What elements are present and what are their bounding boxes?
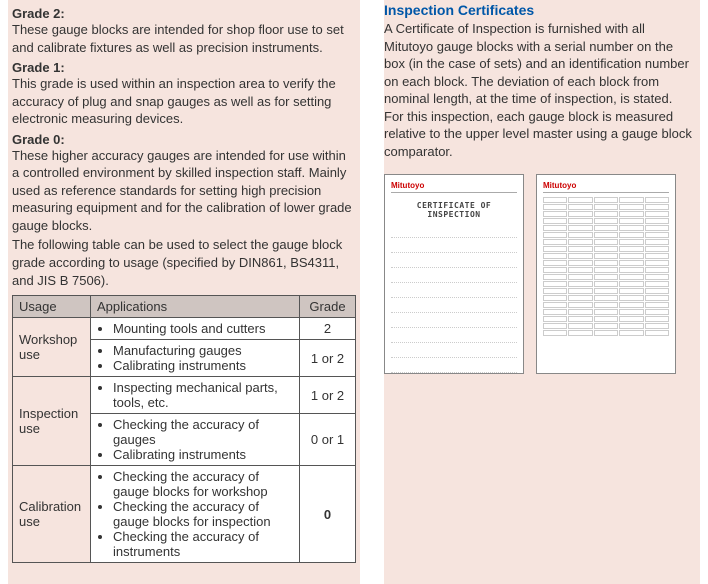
grade-cell: 0: [300, 466, 356, 563]
table-row: Inspection use Inspecting mechanical par…: [13, 377, 356, 414]
table-row: Calibration use Checking the accuracy of…: [13, 466, 356, 563]
apps-cell: Mounting tools and cutters: [91, 318, 300, 340]
certificate-data-table: [543, 197, 669, 367]
app-item: Checking the accuracy of gauges: [113, 417, 293, 447]
certificate-thumbnails: Mitutoyo CERTIFICATE OF INSPECTION Mitut…: [384, 174, 692, 374]
th-usage: Usage: [13, 296, 91, 318]
usage-workshop: Workshop use: [13, 318, 91, 377]
apps-cell: Checking the accuracy of gauges Calibrat…: [91, 414, 300, 466]
grade-cell: 0 or 1: [300, 414, 356, 466]
certificate-body-lines: [391, 229, 517, 379]
mitutoyo-logo: Mitutoyo: [391, 181, 517, 193]
grade2-heading: Grade 2:: [12, 6, 356, 21]
app-item: Inspecting mechanical parts, tools, etc.: [113, 380, 293, 410]
grade-cell: 1 or 2: [300, 377, 356, 414]
inspection-cert-text: A Certificate of Inspection is furnished…: [384, 20, 692, 160]
usage-calibration: Calibration use: [13, 466, 91, 563]
grade0-heading: Grade 0:: [12, 132, 356, 147]
app-item: Checking the accuracy of instruments: [113, 529, 293, 559]
app-item: Checking the accuracy of gauge blocks fo…: [113, 499, 293, 529]
apps-cell: Inspecting mechanical parts, tools, etc.: [91, 377, 300, 414]
app-item: Manufacturing gauges: [113, 343, 293, 358]
grade1-heading: Grade 1:: [12, 60, 356, 75]
table-row: Workshop use Mounting tools and cutters …: [13, 318, 356, 340]
certificate-title: CERTIFICATE OF INSPECTION: [391, 201, 517, 219]
th-grade: Grade: [300, 296, 356, 318]
grade-cell: 2: [300, 318, 356, 340]
grade2-text: These gauge blocks are intended for shop…: [12, 21, 356, 56]
app-item: Calibrating instruments: [113, 447, 293, 462]
certificate-data-sheet-thumb: Mitutoyo: [536, 174, 676, 374]
inspection-cert-heading: Inspection Certificates: [384, 2, 692, 18]
certificate-of-inspection-thumb: Mitutoyo CERTIFICATE OF INSPECTION: [384, 174, 524, 374]
grade1-text: This grade is used within an inspection …: [12, 75, 356, 128]
usage-table: Usage Applications Grade Workshop use Mo…: [12, 295, 356, 563]
th-applications: Applications: [91, 296, 300, 318]
table-intro: The following table can be used to selec…: [12, 236, 356, 289]
apps-cell: Manufacturing gauges Calibrating instrum…: [91, 340, 300, 377]
grade-cell: 1 or 2: [300, 340, 356, 377]
left-column: Grade 2: These gauge blocks are intended…: [8, 0, 360, 584]
usage-inspection: Inspection use: [13, 377, 91, 466]
mitutoyo-logo: Mitutoyo: [543, 181, 669, 193]
right-column: Inspection Certificates A Certificate of…: [384, 0, 700, 584]
table-header-row: Usage Applications Grade: [13, 296, 356, 318]
apps-cell: Checking the accuracy of gauge blocks fo…: [91, 466, 300, 563]
app-item: Mounting tools and cutters: [113, 321, 293, 336]
grade0-text: These higher accuracy gauges are intende…: [12, 147, 356, 235]
app-item: Checking the accuracy of gauge blocks fo…: [113, 469, 293, 499]
app-item: Calibrating instruments: [113, 358, 293, 373]
